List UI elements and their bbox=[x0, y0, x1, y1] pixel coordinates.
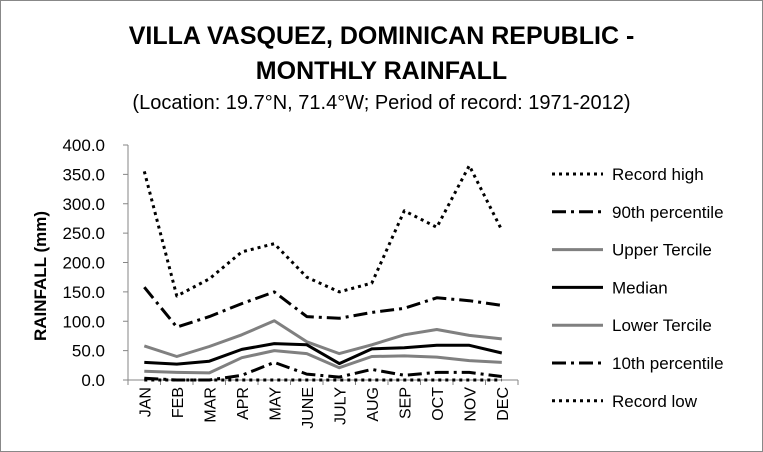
x-tick-label: OCT bbox=[430, 387, 447, 421]
y-tick-label: 350.0 bbox=[62, 165, 105, 184]
y-axis: 0.0 50.0 100.0 150.0 200.0 250.0 300.0 350.0 400… bbox=[62, 136, 129, 390]
y-tick-label: 400.0 bbox=[62, 136, 105, 155]
y-tick-label: 300.0 bbox=[62, 195, 105, 214]
x-tick-label: JAN bbox=[137, 387, 154, 417]
y-tick-label: 150.0 bbox=[62, 283, 105, 302]
x-tick-label: FEB bbox=[170, 387, 187, 418]
series-line-10th-percentile bbox=[144, 360, 502, 382]
y-tick-label: 250.0 bbox=[62, 224, 105, 243]
x-axis: JAN FEB MAR APR MAY JUNE JULY AUG SEP OCT NOV DEC bbox=[127, 379, 519, 429]
legend-label: Upper Tercile bbox=[612, 241, 712, 260]
legend-label: Lower Tercile bbox=[612, 316, 712, 335]
legend-label: 90th percentile bbox=[612, 203, 724, 222]
legend-label: Record high bbox=[612, 165, 704, 184]
x-tick-label: JULY bbox=[332, 387, 349, 425]
y-tick-label: 100.0 bbox=[62, 312, 105, 331]
chart-title-line-1: VILLA VASQUEZ, DOMINICAN REPUBLIC - bbox=[128, 22, 635, 50]
series-line-record-high bbox=[142, 164, 504, 298]
y-axis-label: RAINFALL (mm) bbox=[31, 211, 50, 341]
x-tick-label: NOV bbox=[462, 387, 479, 422]
x-tick-label: MAR bbox=[202, 387, 219, 423]
legend-label: 10th percentile bbox=[612, 354, 724, 373]
x-tick-label: MAY bbox=[267, 387, 284, 421]
legend-label: Record low bbox=[612, 392, 698, 411]
series-line-lower-tercile bbox=[144, 349, 502, 375]
x-tick-label: SEP bbox=[397, 387, 414, 419]
x-tick-label: APR bbox=[235, 387, 252, 420]
x-tick-label: AUG bbox=[365, 387, 382, 422]
chart-title-line-2: MONTHLY RAINFALL bbox=[255, 57, 508, 85]
legend: Record high 90th percentile Upper Tercile M… bbox=[552, 165, 724, 411]
y-tick-label: 200.0 bbox=[62, 254, 105, 273]
series-line-90th-percentile bbox=[143, 286, 503, 329]
series-lines bbox=[142, 164, 504, 382]
series-line-upper-tercile bbox=[143, 319, 502, 358]
y-tick-label: 0.0 bbox=[81, 371, 105, 390]
chart-subtitle: (Location: 19.7°N, 71.4°W; Period of rec… bbox=[132, 92, 631, 114]
x-tick-label: DEC bbox=[495, 387, 512, 421]
x-tick-label: JUNE bbox=[300, 387, 317, 429]
legend-label: Median bbox=[612, 278, 668, 297]
series-line-median bbox=[144, 342, 503, 366]
y-tick-label: 50.0 bbox=[72, 342, 105, 361]
